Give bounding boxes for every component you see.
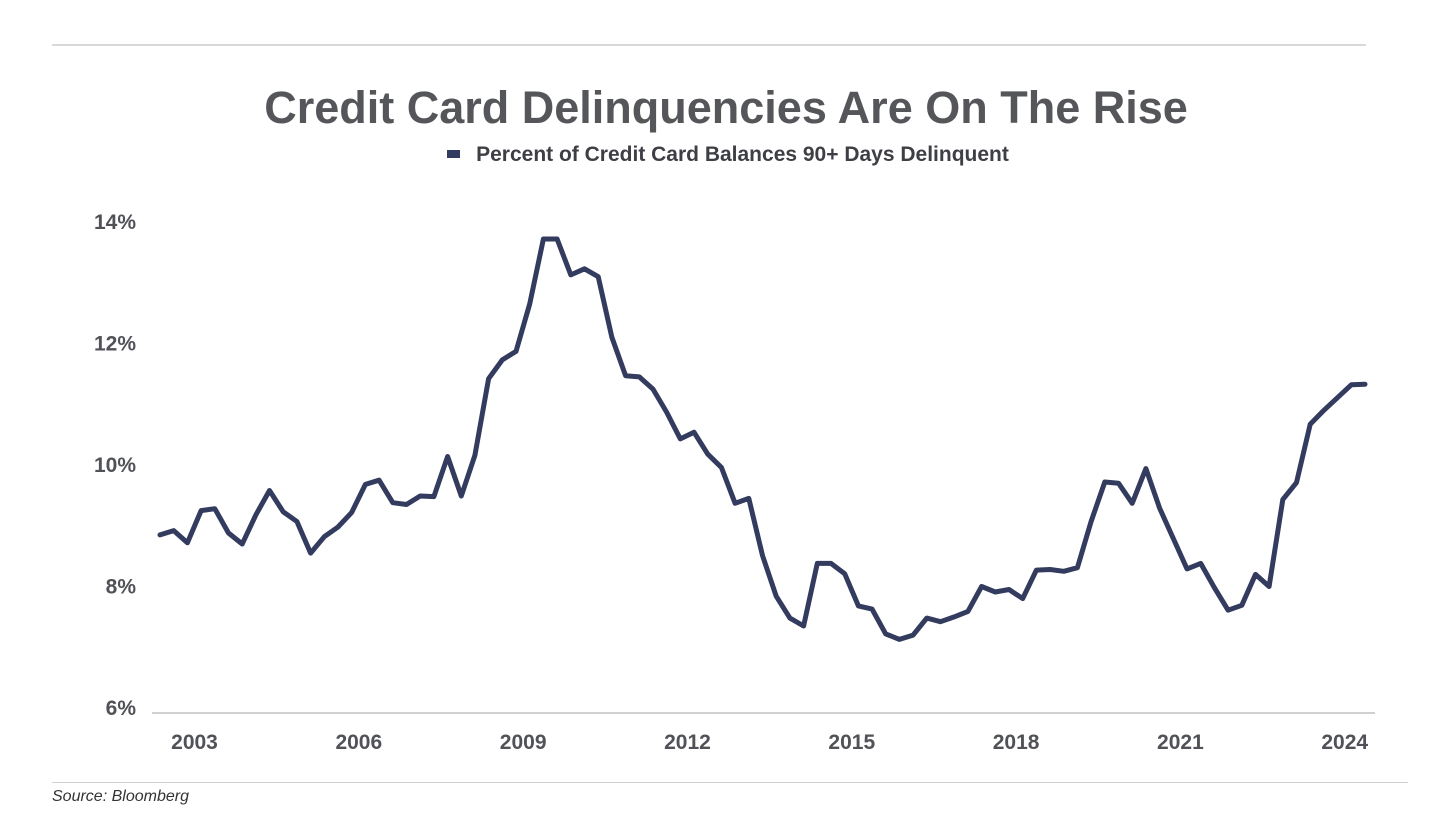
legend-label: Percent of Credit Card Balances 90+ Days… — [476, 143, 1009, 166]
top-divider — [52, 44, 1366, 46]
y-tick-label: 12% — [94, 333, 136, 356]
y-tick-label: 8% — [106, 576, 137, 599]
bottom-divider — [52, 782, 1408, 783]
chart-title: Credit Card Delinquencies Are On The Ris… — [264, 82, 1188, 133]
y-axis-ticks: 6% 8% 10% 12% 14% — [94, 211, 136, 720]
x-tick-label: 2018 — [993, 731, 1040, 754]
source-note: Source: Bloomberg — [52, 788, 189, 805]
x-tick-label: 2015 — [828, 731, 875, 754]
x-tick-label: 2012 — [664, 731, 711, 754]
legend-swatch — [447, 150, 461, 159]
y-tick-label: 14% — [94, 211, 136, 234]
legend: Percent of Credit Card Balances 90+ Days… — [0, 143, 1456, 167]
x-tick-label: 2006 — [335, 731, 382, 754]
x-tick-label: 2003 — [171, 731, 218, 754]
x-axis-ticks: 2003 2006 2009 2012 2015 2018 2021 2024 — [171, 731, 1368, 754]
y-tick-label: 6% — [106, 697, 137, 720]
x-tick-label: 2021 — [1157, 731, 1204, 754]
x-tick-label: 2024 — [1321, 731, 1368, 754]
x-tick-label: 2009 — [500, 731, 547, 754]
y-tick-label: 10% — [94, 454, 136, 477]
series-line-delinquency — [157, 236, 1368, 642]
